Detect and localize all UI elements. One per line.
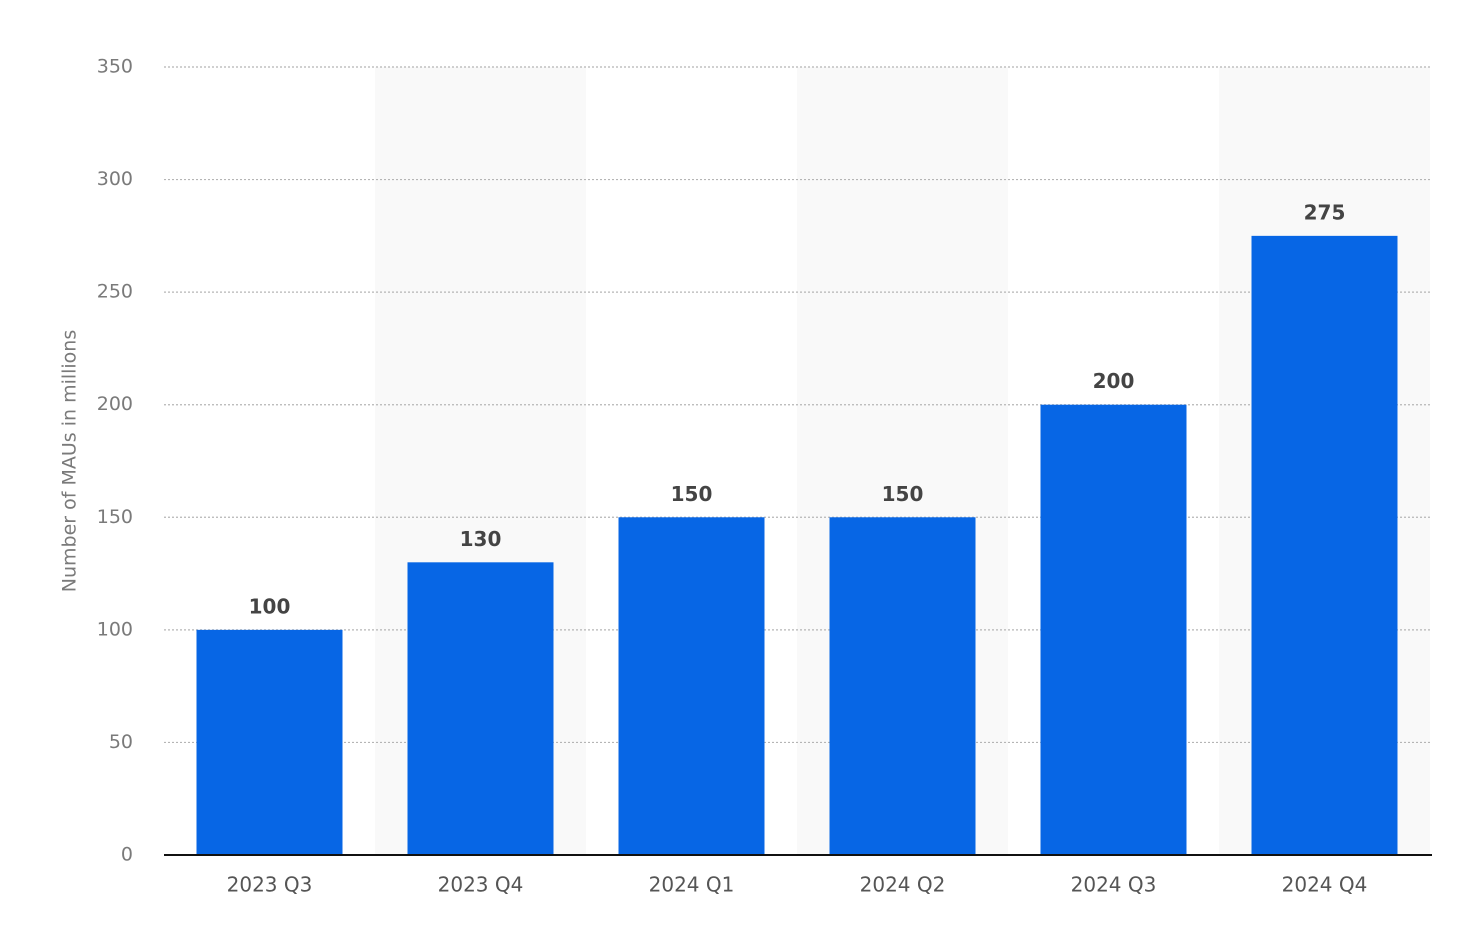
bar: [407, 562, 554, 855]
x-tick-label: 2023 Q3: [227, 873, 313, 897]
data-label: 275: [1304, 200, 1346, 224]
bar: [1251, 235, 1398, 855]
x-tick-label: 2024 Q2: [860, 873, 946, 897]
y-tick-label: 350: [97, 56, 133, 78]
bar: [829, 517, 976, 855]
y-tick-label: 0: [121, 844, 133, 866]
y-tick-label: 150: [97, 506, 133, 528]
data-label: 130: [460, 527, 502, 551]
y-tick-label: 300: [97, 168, 133, 190]
bar: [1040, 404, 1187, 855]
y-tick-label: 250: [97, 281, 133, 303]
x-tick-label: 2023 Q4: [438, 873, 524, 897]
y-tick-label: 100: [97, 618, 133, 640]
bar: [196, 629, 343, 855]
x-tick-label: 2024 Q4: [1282, 873, 1368, 897]
data-label: 150: [882, 482, 924, 506]
data-label: 200: [1093, 369, 1135, 393]
data-label: 100: [249, 594, 291, 618]
x-tick-label: 2024 Q3: [1071, 873, 1157, 897]
data-label: 150: [671, 482, 713, 506]
y-axis-label: Number of MAUs in millions: [59, 330, 81, 593]
y-tick-label: 50: [109, 731, 133, 753]
x-tick-label: 2024 Q1: [649, 873, 735, 897]
y-tick-label: 200: [97, 393, 133, 415]
bar: [618, 517, 765, 855]
